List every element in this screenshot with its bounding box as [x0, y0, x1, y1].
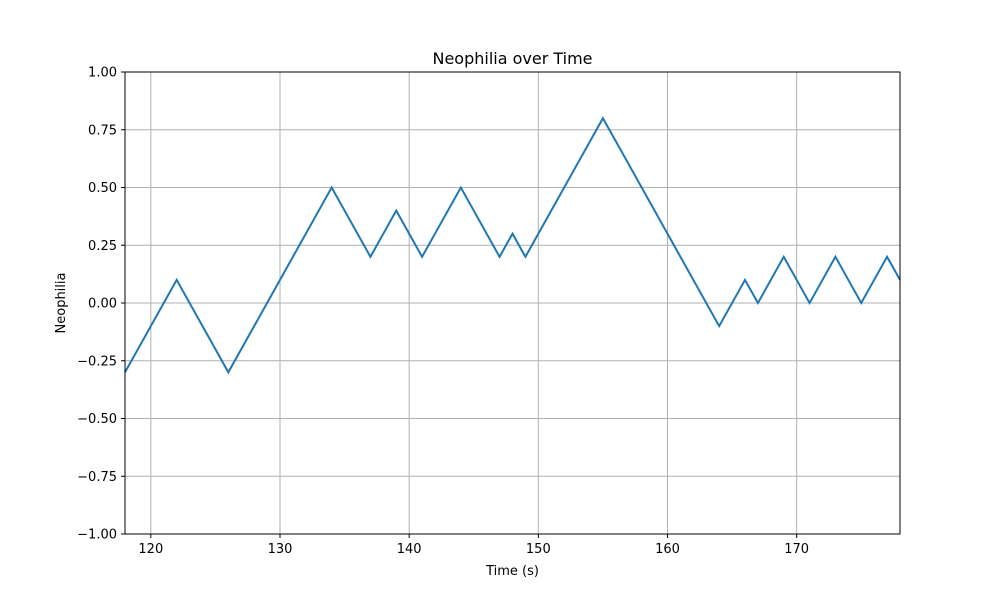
y-tick-label: −0.50	[77, 412, 117, 427]
x-tick-label: 160	[655, 542, 680, 557]
x-tick-label: 120	[138, 542, 163, 557]
y-tick-label: 0.75	[88, 123, 117, 138]
y-tick-label: 0.50	[88, 181, 117, 196]
chart-title: Neophilia over Time	[432, 49, 592, 68]
y-tick-label: −0.25	[77, 354, 117, 369]
y-tick-label: 0.00	[88, 297, 117, 312]
y-tick-label: 0.25	[88, 239, 117, 254]
y-axis-label: Neophilia	[54, 273, 69, 334]
series-lines	[124, 116, 901, 375]
y-tick-label: −1.00	[77, 528, 117, 543]
series-line	[124, 116, 901, 375]
x-tick-label: 130	[268, 542, 293, 557]
axis-ticks: 120 130 140 150 160 170 −1.00 −0.75 −0.50 −0.25 0.…	[77, 66, 809, 558]
y-tick-label: 1.00	[88, 66, 117, 81]
x-tick-label: 150	[526, 542, 551, 557]
grid-lines	[125, 71, 900, 535]
y-tick-label: −0.75	[77, 470, 117, 485]
x-tick-label: 170	[784, 542, 809, 557]
x-axis-label: Time (s)	[485, 564, 539, 579]
x-tick-label: 140	[397, 542, 422, 557]
